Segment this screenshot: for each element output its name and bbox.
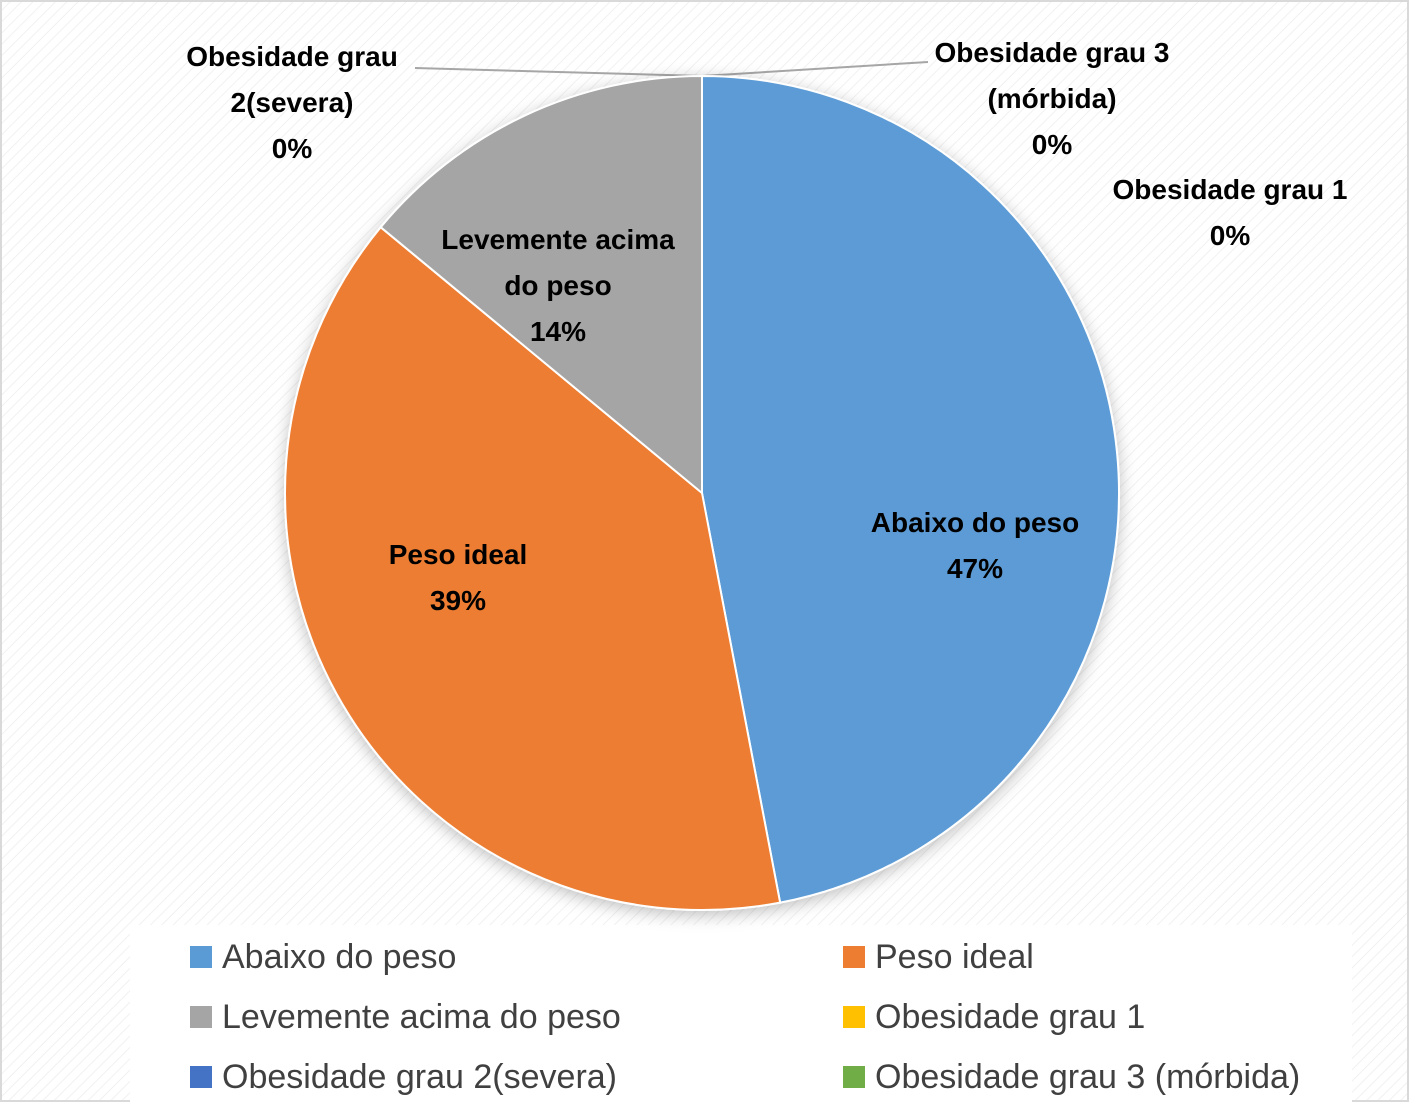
pie [284,74,1120,911]
data-label-value: 14% [529,316,587,347]
data-label: Obesidade grau 2(severa) 0% [152,34,432,172]
data-label-value: 0% [1209,220,1251,251]
data-label-value: 0% [1031,129,1073,160]
leader-line [701,61,929,77]
legend-box [130,925,1352,1102]
data-label-name: Levemente acima do peso [441,224,675,301]
legend-swatch [190,1006,212,1028]
data-label: Peso ideal 39% [308,532,608,624]
leader-line [414,67,703,77]
pie-slice [701,74,1120,904]
data-label-name: Peso ideal [388,539,528,570]
pie-slice [379,74,703,496]
legend-swatch [843,1006,865,1028]
legend-swatch [843,946,865,968]
pie-slice [284,225,782,911]
data-label-name: Obesidade grau 1 [1112,174,1348,205]
data-label: Levemente acima do peso 14% [438,217,678,355]
data-label-name: Obesidade grau 2(severa) [186,41,398,118]
legend-label: Obesidade grau 2(severa) [222,1058,618,1096]
legend-swatch [843,1066,865,1088]
legend-swatch [190,1066,212,1088]
data-label-value: 0% [271,133,313,164]
data-label: Abaixo do peso 47% [825,500,1125,592]
data-label: Obesidade grau 3 (mórbida) 0% [912,30,1192,168]
legend-label: Levemente acima do peso [222,998,621,1036]
legend-label: Abaixo do peso [222,938,457,976]
data-label-value: 47% [946,553,1004,584]
legend-label: Peso ideal [875,938,1034,976]
data-label-value: 39% [429,585,487,616]
legend-label: Obesidade grau 3 (mórbida) [875,1058,1301,1096]
data-label-name: Obesidade grau 3 (mórbida) [934,37,1170,114]
data-label: Obesidade grau 1 0% [1100,167,1360,259]
data-label-name: Abaixo do peso [870,507,1080,538]
legend-swatch [190,946,212,968]
legend-label: Obesidade grau 1 [875,998,1146,1036]
